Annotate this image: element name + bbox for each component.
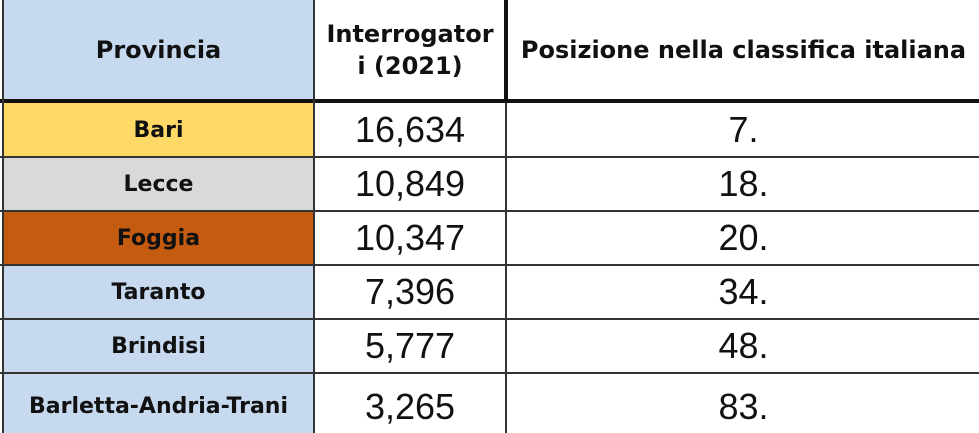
header-col-border <box>504 0 508 103</box>
left-border <box>2 0 4 433</box>
value-cell-text: 3,265 <box>364 385 456 427</box>
province-cell: Brindisi <box>4 319 313 373</box>
province-cell-text: Lecce <box>123 171 194 197</box>
rank-cell: 20. <box>508 211 979 265</box>
rank-cell: 7. <box>508 103 979 157</box>
col-border <box>505 0 507 433</box>
value-cell: 7,396 <box>315 265 505 319</box>
rank-cell: 83. <box>508 373 979 433</box>
header-text: Interrogatori (2021) <box>326 20 494 80</box>
header-text: Posizione nella classifica italiana <box>520 36 967 64</box>
value-cell: 3,265 <box>315 373 505 433</box>
rank-cell-text: 48. <box>718 325 769 366</box>
col-border <box>313 0 315 433</box>
row-border <box>0 210 979 212</box>
value-cell-text: 16,634 <box>354 109 466 150</box>
value-cell: 10,347 <box>315 211 505 265</box>
province-cell-text: Barletta-Andria-Trani <box>29 394 288 419</box>
value-cell-text: 10,849 <box>354 163 466 204</box>
province-cell-text: Bari <box>133 117 184 143</box>
header-cell: Interrogatori (2021) <box>315 0 505 100</box>
rank-cell-text: 18. <box>718 163 769 204</box>
row-border <box>0 264 979 266</box>
rank-cell-text: 7. <box>728 109 759 150</box>
rank-cell-text: 34. <box>718 271 769 312</box>
rank-cell: 34. <box>508 265 979 319</box>
value-cell: 5,777 <box>315 319 505 373</box>
rank-cell-text: 20. <box>718 217 769 258</box>
province-cell: Taranto <box>4 265 313 319</box>
header-text: Provincia <box>95 36 222 64</box>
value-cell-text: 10,347 <box>354 217 466 258</box>
province-cell: Foggia <box>4 211 313 265</box>
province-cell-text: Foggia <box>116 225 201 251</box>
value-cell-text: 7,396 <box>364 271 456 312</box>
row-border <box>0 318 979 320</box>
value-cell-text: 5,777 <box>364 325 456 366</box>
rank-cell: 48. <box>508 319 979 373</box>
province-cell: Lecce <box>4 157 313 211</box>
value-cell: 10,849 <box>315 157 505 211</box>
row-border <box>0 372 979 374</box>
province-cell: Bari <box>4 103 313 157</box>
province-cell-text: Brindisi <box>111 333 206 359</box>
province-cell: Barletta-Andria-Trani <box>4 373 313 433</box>
header-border <box>0 99 979 103</box>
rank-cell: 18. <box>508 157 979 211</box>
value-cell: 16,634 <box>315 103 505 157</box>
row-border <box>0 156 979 158</box>
header-cell: Posizione nella classifica italiana <box>508 0 979 100</box>
province-cell-text: Taranto <box>111 279 206 305</box>
header-cell: Provincia <box>4 0 313 100</box>
rank-cell-text: 83. <box>718 385 769 427</box>
